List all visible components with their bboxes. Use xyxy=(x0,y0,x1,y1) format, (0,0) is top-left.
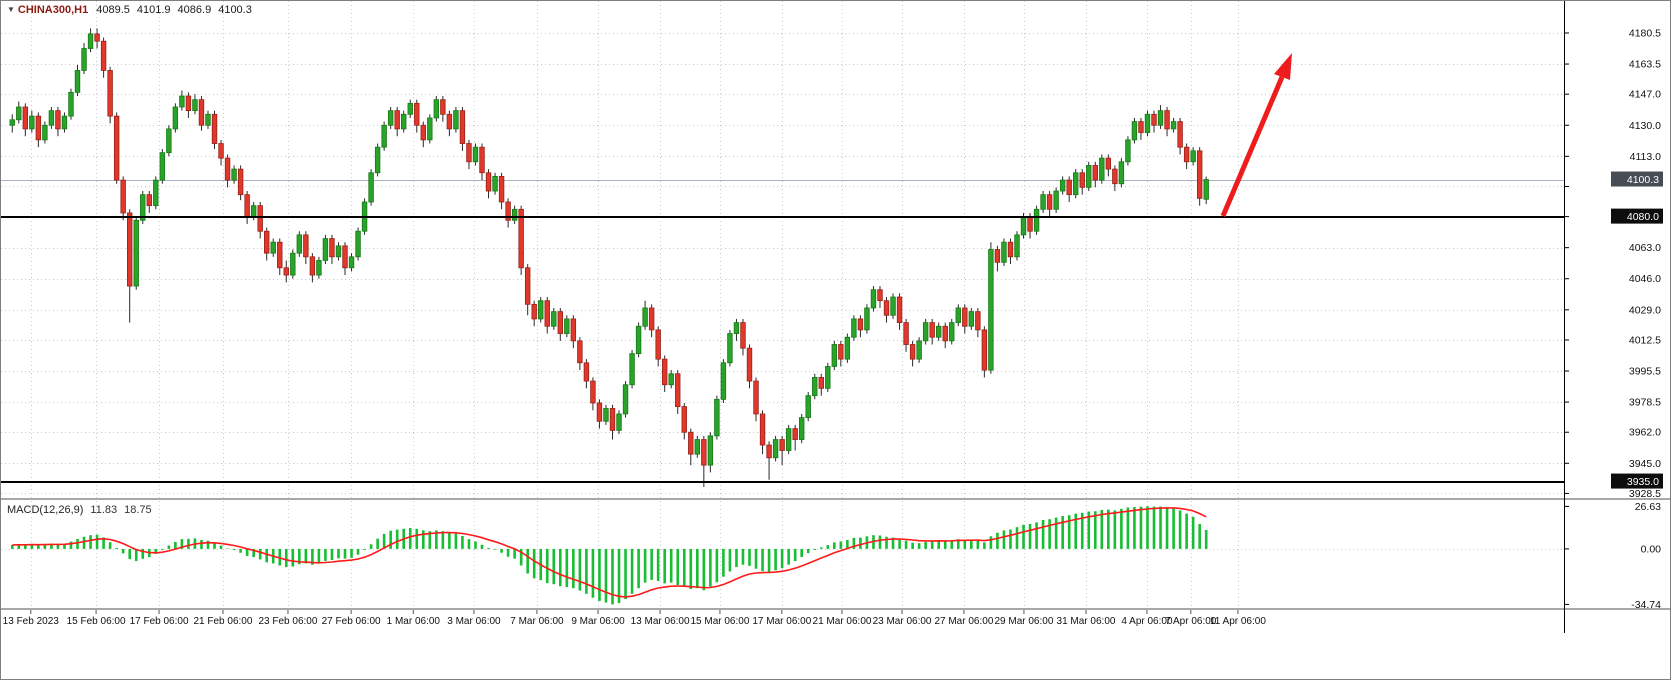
trend-arrow-object[interactable] xyxy=(1220,53,1292,217)
svg-text:31 Mar 06:00: 31 Mar 06:00 xyxy=(1057,616,1116,627)
svg-text:3 Mar 06:00: 3 Mar 06:00 xyxy=(447,616,501,627)
macd-indicator-label: MACD(12,26,9) 11.83 18.75 xyxy=(7,504,152,516)
svg-text:27 Feb 06:00: 27 Feb 06:00 xyxy=(322,616,381,627)
svg-text:21 Feb 06:00: 21 Feb 06:00 xyxy=(193,616,252,627)
svg-text:13 Mar 06:00: 13 Mar 06:00 xyxy=(631,616,690,627)
svg-text:1 Mar 06:00: 1 Mar 06:00 xyxy=(387,616,441,627)
svg-text:13 Feb 2023: 13 Feb 2023 xyxy=(3,616,60,627)
svg-text:4012.5: 4012.5 xyxy=(1629,334,1661,346)
macd-signal-value: 18.75 xyxy=(124,504,152,516)
svg-text:15 Feb 06:00: 15 Feb 06:00 xyxy=(67,616,126,627)
macd-main-value: 11.83 xyxy=(90,504,118,516)
svg-text:4029.0: 4029.0 xyxy=(1629,304,1661,316)
svg-text:4100.3: 4100.3 xyxy=(1627,174,1659,186)
symbol-timeframe-label: CHINA300,H1 xyxy=(17,4,89,16)
svg-text:0.00: 0.00 xyxy=(1641,543,1662,555)
price-scale[interactable]: 4180.5 4163.5 4147.0 4130.0 4113.0 4063.0 4046… xyxy=(1564,1,1661,633)
svg-text:23 Mar 06:00: 23 Mar 06:00 xyxy=(873,616,932,627)
svg-text:3978.5: 3978.5 xyxy=(1629,397,1661,409)
svg-text:17 Mar 06:00: 17 Mar 06:00 xyxy=(752,616,811,627)
symbol-marker-icon: ▼ xyxy=(7,5,15,14)
chart-title-overlay: ▼ CHINA300,H1 4089.5 4101.9 4086.9 4100.3 xyxy=(7,4,259,16)
svg-text:3945.0: 3945.0 xyxy=(1629,458,1661,470)
svg-text:7 Apr 06:00: 7 Apr 06:00 xyxy=(1165,616,1217,627)
ohlc-low-value: 4086.9 xyxy=(177,4,212,16)
svg-text:21 Mar 06:00: 21 Mar 06:00 xyxy=(813,616,872,627)
svg-text:3935.0: 3935.0 xyxy=(1627,476,1659,488)
svg-text:9 Mar 06:00: 9 Mar 06:00 xyxy=(571,616,625,627)
svg-text:11 Apr 06:00: 11 Apr 06:00 xyxy=(1210,616,1266,627)
bid-price-label: 4100.3 xyxy=(1611,171,1663,187)
candlestick-series xyxy=(9,28,1209,488)
svg-text:4113.0: 4113.0 xyxy=(1630,151,1661,163)
axis-separator xyxy=(1,608,1670,610)
svg-text:26.63: 26.63 xyxy=(1635,501,1661,513)
svg-text:7 Mar 06:00: 7 Mar 06:00 xyxy=(510,616,564,627)
macd-signal-line xyxy=(12,507,1207,598)
svg-text:15 Mar 06:00: 15 Mar 06:00 xyxy=(690,616,749,627)
svg-text:4 Apr 06:00: 4 Apr 06:00 xyxy=(1121,616,1173,627)
ohlc-close-value: 4100.3 xyxy=(218,4,252,16)
svg-text:-34.74: -34.74 xyxy=(1631,599,1661,611)
macd-name: MACD(12,26,9) xyxy=(7,504,84,516)
svg-text:17 Feb 06:00: 17 Feb 06:00 xyxy=(130,616,189,627)
svg-text:3962.0: 3962.0 xyxy=(1629,427,1661,439)
hline-price-label: 3935.0 xyxy=(1611,473,1663,489)
svg-text:23 Feb 06:00: 23 Feb 06:00 xyxy=(258,616,317,627)
panel-separator[interactable] xyxy=(1,498,1671,500)
svg-text:4046.0: 4046.0 xyxy=(1629,273,1661,285)
time-scale[interactable]: 13 Feb 2023 15 Feb 06:00 17 Feb 06:00 21 Fe… xyxy=(3,610,1267,627)
ohlc-open-value: 4089.5 xyxy=(96,4,130,16)
svg-text:4180.5: 4180.5 xyxy=(1629,27,1661,39)
svg-text:3995.5: 3995.5 xyxy=(1629,366,1661,378)
svg-text:3928.5: 3928.5 xyxy=(1629,488,1661,500)
svg-text:4080.0: 4080.0 xyxy=(1627,211,1659,223)
hline-price-label: 4080.0 xyxy=(1611,208,1663,224)
svg-text:4163.5: 4163.5 xyxy=(1629,59,1661,71)
svg-text:4130.0: 4130.0 xyxy=(1629,120,1661,132)
svg-text:29 Mar 06:00: 29 Mar 06:00 xyxy=(994,616,1053,627)
svg-text:4063.0: 4063.0 xyxy=(1629,242,1661,254)
ohlc-high-value: 4101.9 xyxy=(136,4,171,16)
svg-text:4147.0: 4147.0 xyxy=(1629,89,1661,101)
svg-text:27 Mar 06:00: 27 Mar 06:00 xyxy=(934,616,993,627)
